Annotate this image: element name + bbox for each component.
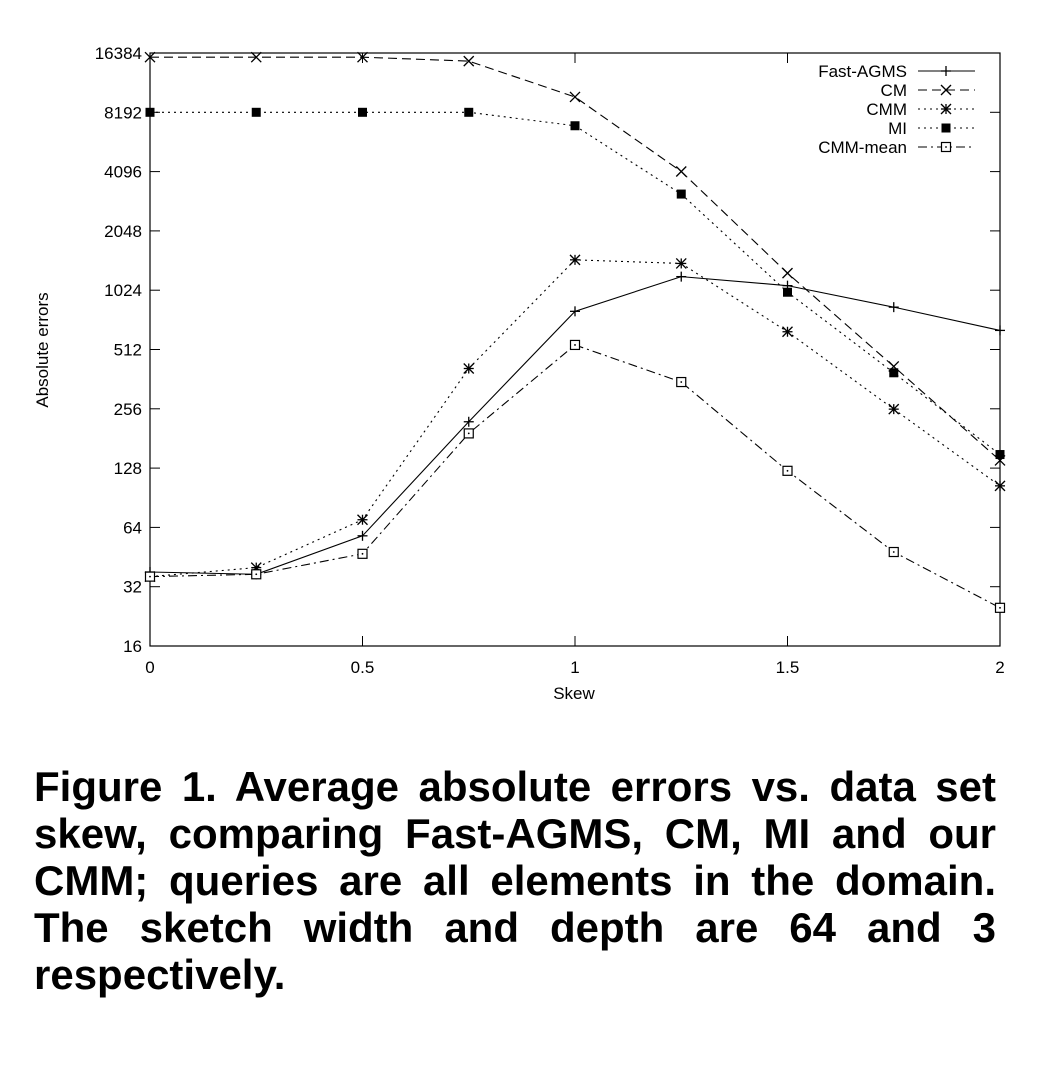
plot-area: 16 32 64 128 256 512 1024 2048 4096 8192 16384 0 0.5… xyxy=(95,44,1006,677)
data-point xyxy=(251,569,262,580)
data-point xyxy=(250,51,262,63)
y-tick-label: 8192 xyxy=(104,103,142,122)
data-point xyxy=(994,602,1006,613)
series-line xyxy=(149,344,1001,609)
x-tick-label: 2 xyxy=(995,658,1004,677)
y-tick-label: 16384 xyxy=(95,44,142,63)
data-point xyxy=(940,103,952,115)
data-point xyxy=(995,450,1005,460)
legend-item: CMM-mean xyxy=(818,138,975,157)
data-point xyxy=(675,257,687,269)
y-tick-label: 512 xyxy=(114,341,142,360)
data-point xyxy=(889,368,899,378)
x-tick-label: 1.5 xyxy=(776,658,800,677)
data-point xyxy=(251,107,261,117)
legend-item: MI xyxy=(888,119,975,138)
legend-item: Fast-AGMS xyxy=(818,62,975,81)
data-point xyxy=(357,514,368,526)
data-point xyxy=(570,121,580,131)
data-point xyxy=(464,107,474,117)
legend-label: MI xyxy=(888,119,907,138)
data-point xyxy=(782,267,793,279)
series-line xyxy=(150,56,1001,461)
data-point xyxy=(675,166,687,177)
data-point xyxy=(888,403,900,415)
data-point xyxy=(569,91,581,103)
data-point xyxy=(940,141,952,153)
legend-label: CMM-mean xyxy=(818,138,907,157)
y-tick-label: 64 xyxy=(123,518,142,537)
y-tick-label: 32 xyxy=(123,578,142,597)
series-line xyxy=(150,111,1001,455)
y-tick-label: 256 xyxy=(114,400,142,419)
legend-item: CMM xyxy=(866,100,975,119)
data-point xyxy=(782,326,793,338)
data-point xyxy=(676,376,687,388)
data-point xyxy=(569,254,581,266)
y-tick-label: 128 xyxy=(114,459,142,478)
data-point xyxy=(676,271,687,282)
data-point xyxy=(569,339,581,351)
series-mi xyxy=(145,107,1005,460)
data-point xyxy=(888,546,899,558)
chart: 16 32 64 128 256 512 1024 2048 4096 8192 16384 0 0.5… xyxy=(33,44,1006,703)
y-axis-label: Absolute errors xyxy=(33,292,52,407)
data-point xyxy=(144,571,156,582)
legend-item: CM xyxy=(881,81,975,100)
data-point xyxy=(357,548,368,559)
x-axis-label: Skew xyxy=(553,684,595,703)
data-point xyxy=(144,51,156,63)
y-tick-label: 16 xyxy=(123,637,142,656)
y-tick-label: 2048 xyxy=(104,222,142,241)
data-point xyxy=(994,480,1006,492)
data-point xyxy=(357,530,368,541)
data-point xyxy=(940,84,952,96)
y-tick-label: 1024 xyxy=(104,281,142,300)
data-point xyxy=(463,363,475,374)
legend-label: Fast-AGMS xyxy=(818,62,907,81)
series-fast-agms xyxy=(145,271,1005,580)
y-tick-label: 4096 xyxy=(104,163,142,182)
series-cmm-mean xyxy=(144,339,1006,613)
data-point xyxy=(941,66,951,76)
data-point xyxy=(463,416,474,427)
data-point xyxy=(463,55,475,67)
data-point xyxy=(941,123,951,133)
data-point xyxy=(782,465,793,476)
series-line xyxy=(149,276,1001,575)
data-point xyxy=(995,325,1005,336)
legend-label: CM xyxy=(881,81,907,100)
x-tick-label: 0.5 xyxy=(351,658,375,677)
x-tick-label: 1 xyxy=(570,658,579,677)
figure-caption: Figure 1. Average absolute errors vs. da… xyxy=(34,763,996,998)
data-point xyxy=(358,107,367,117)
data-point xyxy=(676,189,686,199)
data-point xyxy=(888,302,899,313)
data-point xyxy=(463,428,474,439)
data-point xyxy=(357,51,368,63)
data-point xyxy=(783,287,792,297)
legend-label: CMM xyxy=(866,100,907,119)
x-tick-label: 0 xyxy=(145,658,154,677)
data-point xyxy=(570,306,580,317)
data-point xyxy=(145,107,155,117)
